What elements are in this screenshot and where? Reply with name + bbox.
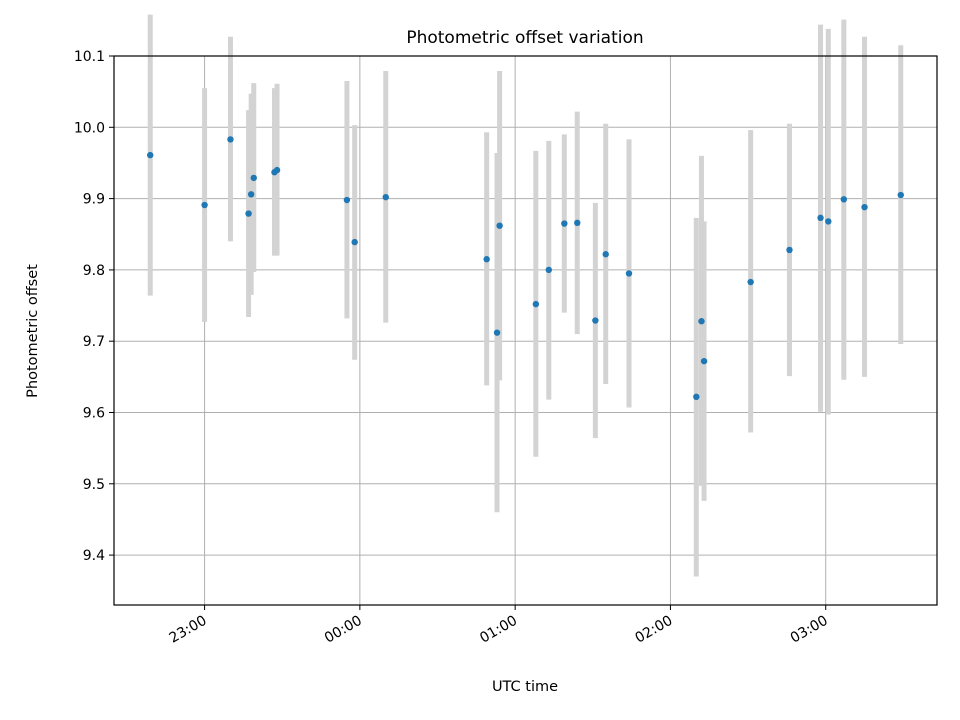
data-point — [574, 219, 581, 227]
data-point — [532, 300, 540, 308]
data-point — [343, 196, 351, 204]
y-axis-ticks: 9.4 9.5 9.6 9.7 9.8 9.9 10.0 10.1 — [74, 49, 114, 564]
data-point — [561, 220, 568, 227]
data-point — [250, 174, 257, 182]
plot-frame — [113, 55, 938, 606]
data-point — [825, 218, 832, 225]
data-point — [840, 196, 848, 203]
data-point — [201, 201, 208, 209]
data-point — [861, 203, 868, 211]
y-tick-label: 9.8 — [83, 263, 105, 279]
data-point — [493, 329, 501, 336]
data-point — [592, 317, 599, 324]
data-point — [351, 238, 358, 246]
data-point — [700, 357, 708, 365]
data-point — [545, 266, 552, 274]
data-point — [625, 270, 633, 277]
data-point — [496, 222, 503, 229]
data-point — [693, 393, 700, 401]
data-point — [247, 191, 255, 198]
y-tick-label: 9.6 — [83, 405, 105, 421]
x-axis-label: UTC time — [492, 679, 558, 695]
data-point — [786, 246, 793, 254]
data-point — [245, 210, 252, 217]
data-points — [147, 136, 904, 401]
data-point — [602, 251, 609, 258]
data-point — [273, 166, 281, 174]
data-point — [817, 214, 824, 222]
data-point — [747, 278, 754, 286]
data-point — [227, 136, 234, 143]
y-tick-label: 9.5 — [83, 477, 105, 493]
chart-title: Photometric offset variation — [406, 28, 643, 48]
data-point — [147, 151, 154, 159]
y-tick-label: 9.7 — [83, 334, 105, 350]
y-tick-label: 10.1 — [74, 49, 105, 65]
data-point — [483, 256, 490, 263]
data-point — [698, 318, 705, 325]
y-axis-label: Photometric offset — [25, 264, 41, 398]
data-point — [382, 193, 389, 201]
y-tick-label: 9.4 — [83, 548, 105, 564]
data-point — [897, 191, 904, 199]
y-tick-label: 9.9 — [83, 192, 105, 208]
y-tick-label: 10.0 — [74, 120, 105, 136]
